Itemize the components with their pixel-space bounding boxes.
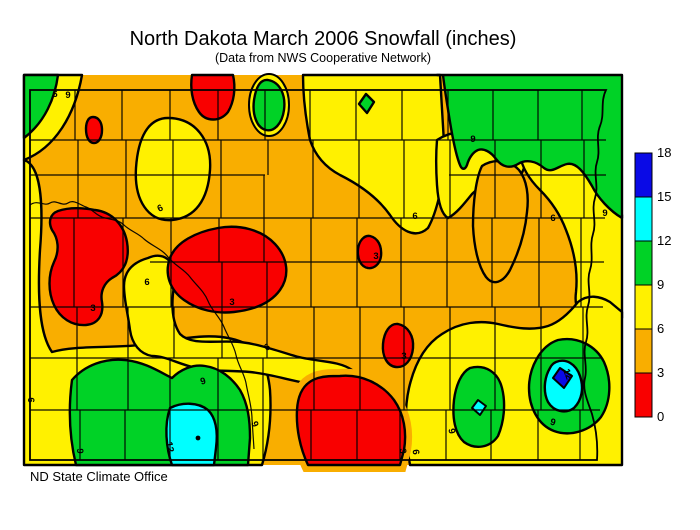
blue-southeast-maximum	[552, 367, 573, 389]
contour-label: 3	[401, 351, 406, 362]
contour-label: 9	[602, 208, 607, 219]
colorbar-tick-label: 15	[657, 189, 671, 204]
contour-label: 9	[549, 417, 557, 429]
colorbar-segment	[634, 284, 653, 330]
colorbar-legend: 18 15 12 9 6 3 0	[634, 145, 671, 424]
state-border	[29, 89, 608, 461]
contour-label: 9	[445, 428, 457, 435]
colorbar-tick-label: 3	[657, 365, 664, 380]
missouri-river-boundary	[29, 201, 255, 450]
orange-north-central-bump	[471, 159, 529, 284]
colorbar-tick-label: 18	[657, 145, 671, 160]
contour-region-15-18	[552, 367, 573, 389]
contour-label: 6	[262, 342, 272, 354]
contour-label: 6	[52, 89, 57, 100]
green-northeast	[435, 73, 624, 220]
green-south-central	[68, 358, 252, 467]
contour-label: 3	[373, 251, 378, 262]
green-north-diamond	[357, 92, 376, 115]
red-tiny-northwest	[84, 115, 104, 145]
county-boundaries	[29, 90, 606, 460]
colorbar-tick-label: 12	[657, 233, 671, 248]
colorbar-segment	[634, 196, 653, 242]
cyan-south-central	[165, 402, 218, 467]
contour-region-3-6-north-bump	[471, 159, 529, 284]
colorbar-segment	[634, 152, 653, 198]
colorbar-tick-label: 9	[657, 277, 664, 292]
contour-label: 3	[229, 297, 234, 308]
colorbar-segment	[634, 372, 653, 418]
colorbar-segment	[634, 328, 653, 374]
contour-label: 6	[25, 397, 36, 402]
contour-label: 6	[412, 211, 417, 222]
contour-label: 9	[65, 90, 70, 101]
contour-label: 12	[560, 367, 574, 381]
credit-text: ND State Climate Office	[30, 469, 168, 484]
red-south-central	[295, 374, 407, 467]
cyan-southeast-1-diamond	[471, 399, 487, 416]
contour-label: 3	[397, 448, 408, 454]
contour-label: 3	[90, 303, 95, 314]
contour-label: 9	[470, 134, 475, 145]
page-subtitle: (Data from NWS Cooperative Network)	[214, 51, 432, 65]
contour-label: 9	[74, 448, 85, 453]
red-westcentral-blob	[166, 225, 288, 314]
colorbar-segment	[634, 240, 653, 286]
contour-label: 9	[248, 420, 260, 429]
red-center-oval	[356, 234, 383, 270]
red-west-blob	[48, 207, 129, 327]
contour-label: 12	[163, 441, 176, 453]
contour-label: 6	[156, 203, 165, 215]
page-title: North Dakota March 2006 Snowfall (inches…	[129, 28, 517, 50]
contour-label: 6	[144, 277, 149, 288]
red-center-south-oval	[381, 322, 415, 369]
contour-label: 6	[550, 213, 555, 224]
green-north-oval	[252, 78, 286, 132]
contour-label: 6	[410, 449, 421, 455]
contour-label: 9	[199, 376, 207, 388]
colorbar-tick-label: 6	[657, 321, 664, 336]
colorbar-tick-label: 0	[657, 409, 664, 424]
station-dot	[195, 435, 201, 441]
contour-regions-0-3	[48, 73, 415, 472]
yellow-north-band	[301, 73, 447, 235]
